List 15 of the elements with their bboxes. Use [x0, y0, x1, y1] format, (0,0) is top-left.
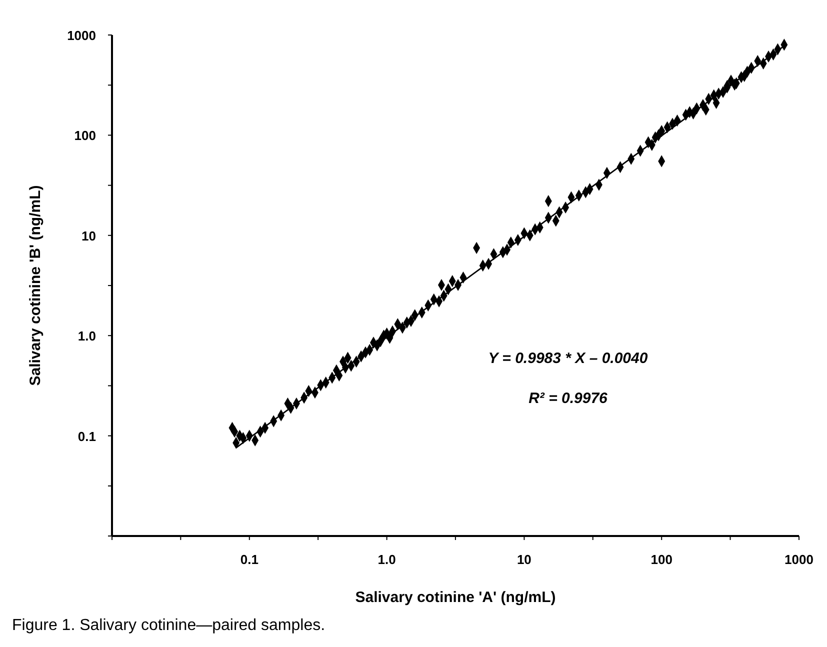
y-axis-title: Salivary cotinine 'B' (ng/mL): [27, 185, 44, 386]
x-tick-label: 10: [516, 552, 532, 567]
y-tick-label: 0.1: [78, 428, 96, 444]
y-tick-label: 10: [82, 228, 96, 244]
y-tick-label: 100: [74, 128, 96, 144]
caption: Figure 1. Salivary cotinine—paired samples.: [12, 617, 326, 634]
x-axis-title: Salivary cotinine 'A' (ng/mL): [355, 589, 556, 606]
x-tick-label: 100: [650, 552, 672, 567]
y-tick-label: 1.0: [78, 328, 96, 344]
annotation: Y = 0.9983 * X – 0.0040: [488, 350, 648, 367]
annotation: R² = 0.9976: [528, 390, 608, 407]
y-tick-label: 1000: [67, 28, 96, 43]
x-tick-label: 1000: [784, 552, 814, 567]
x-tick-label: 1.0: [378, 552, 396, 567]
x-tick-label: 0.1: [240, 552, 258, 567]
